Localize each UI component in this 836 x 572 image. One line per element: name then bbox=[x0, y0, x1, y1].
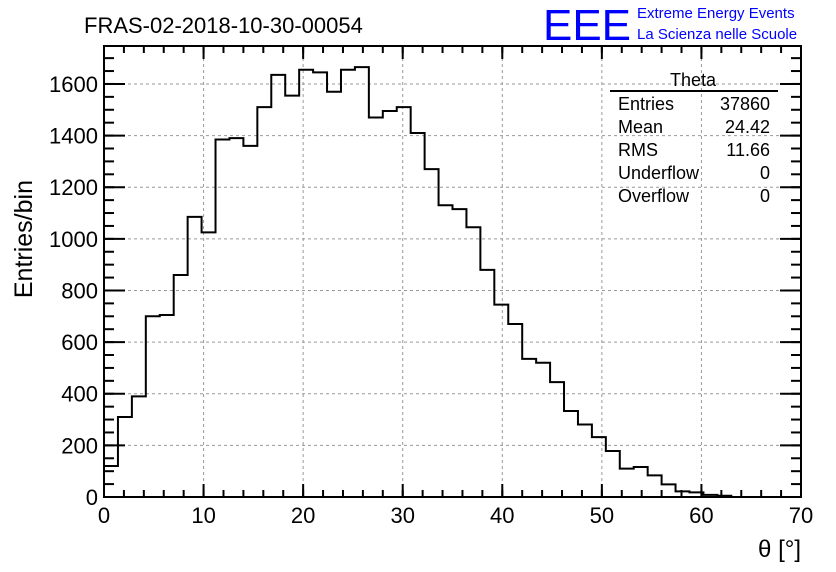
logo-mark: EEE bbox=[543, 1, 631, 50]
histogram-bin bbox=[439, 205, 453, 497]
histogram-bin bbox=[494, 305, 508, 497]
x-axis-label: θ [°] bbox=[758, 536, 801, 563]
logo: EEE Extreme Energy Events La Scienza nel… bbox=[543, 1, 797, 50]
stats-label: Overflow bbox=[618, 186, 690, 206]
x-tick-label: 0 bbox=[98, 503, 110, 528]
histogram-bin bbox=[648, 475, 662, 497]
histogram-bin bbox=[299, 70, 313, 497]
histogram-bin bbox=[662, 484, 676, 497]
logo-line1: Extreme Energy Events bbox=[637, 5, 795, 22]
stats-value: 24.42 bbox=[725, 117, 770, 137]
stats-label: Mean bbox=[618, 117, 663, 137]
logo-line2: La Scienza nelle Scuole bbox=[637, 26, 797, 43]
stats-value: 11.66 bbox=[726, 140, 770, 160]
histogram-bin bbox=[606, 451, 620, 497]
histogram-bin bbox=[425, 169, 439, 497]
histogram-bin bbox=[146, 316, 160, 497]
y-tick-label: 600 bbox=[61, 330, 98, 355]
histogram-bin bbox=[355, 67, 369, 497]
histogram-bin bbox=[550, 382, 564, 497]
y-tick-label: 800 bbox=[61, 278, 98, 303]
x-tick-label: 20 bbox=[291, 503, 315, 528]
plot-frame bbox=[103, 45, 802, 498]
y-tick-label: 1400 bbox=[49, 124, 98, 149]
histogram-bin bbox=[229, 138, 243, 497]
stats-box: Theta Entries 37860 Mean 24.42 RMS 11.66 Under… bbox=[610, 70, 778, 206]
stats-label: Entries bbox=[618, 94, 674, 114]
histogram-bin bbox=[592, 437, 606, 497]
histogram-bin bbox=[132, 396, 146, 497]
histogram-bin bbox=[480, 270, 494, 497]
histogram-bin bbox=[536, 363, 550, 497]
histogram-bin bbox=[257, 107, 271, 497]
histogram-bin bbox=[578, 424, 592, 497]
stats-title: Theta bbox=[670, 70, 717, 90]
y-tick-label: 1600 bbox=[49, 72, 98, 97]
stats-label: Underflow bbox=[618, 163, 700, 183]
x-tick-label: 10 bbox=[191, 503, 215, 528]
x-tick-label: 30 bbox=[390, 503, 414, 528]
grid bbox=[104, 46, 801, 497]
histogram-bin bbox=[522, 359, 536, 497]
x-tick-label: 50 bbox=[590, 503, 614, 528]
chart-title: FRAS-02-2018-10-30-00054 bbox=[84, 13, 363, 38]
histogram-bin bbox=[327, 92, 341, 497]
histogram-line bbox=[103, 66, 801, 498]
histogram-bin bbox=[285, 96, 299, 497]
axis-ticks bbox=[103, 46, 802, 498]
histogram-bin bbox=[118, 417, 132, 497]
histogram-bin bbox=[369, 118, 383, 497]
histogram-bin bbox=[508, 324, 522, 497]
histogram-bin bbox=[174, 275, 188, 497]
histogram-bin bbox=[383, 111, 397, 497]
histogram-bin bbox=[453, 209, 467, 497]
stats-label: RMS bbox=[618, 140, 658, 160]
histogram-bin bbox=[466, 227, 480, 497]
y-tick-label: 1000 bbox=[49, 227, 98, 252]
x-tick-label: 60 bbox=[689, 503, 713, 528]
y-axis-label: Entries/bin bbox=[10, 180, 38, 298]
histogram-bin bbox=[271, 75, 285, 497]
x-tick-label: 40 bbox=[490, 503, 514, 528]
stats-value: 0 bbox=[760, 186, 770, 206]
histogram-bin bbox=[397, 107, 411, 497]
tick-labels: 0 10 20 30 40 50 60 70 0 200 400 600 800 1000 1200 1400… bbox=[49, 72, 813, 528]
histogram-bin bbox=[564, 411, 578, 497]
stats-value: 37860 bbox=[720, 94, 770, 114]
histogram-bin bbox=[243, 146, 257, 497]
histogram-bin bbox=[188, 217, 202, 497]
y-tick-label: 400 bbox=[61, 382, 98, 407]
x-tick-label: 70 bbox=[789, 503, 813, 528]
histogram-bin bbox=[341, 70, 355, 497]
histogram-bin bbox=[216, 139, 230, 497]
y-tick-label: 200 bbox=[61, 433, 98, 458]
y-tick-label: 1200 bbox=[49, 175, 98, 200]
stats-value: 0 bbox=[760, 163, 770, 183]
y-tick-label: 0 bbox=[86, 485, 98, 510]
